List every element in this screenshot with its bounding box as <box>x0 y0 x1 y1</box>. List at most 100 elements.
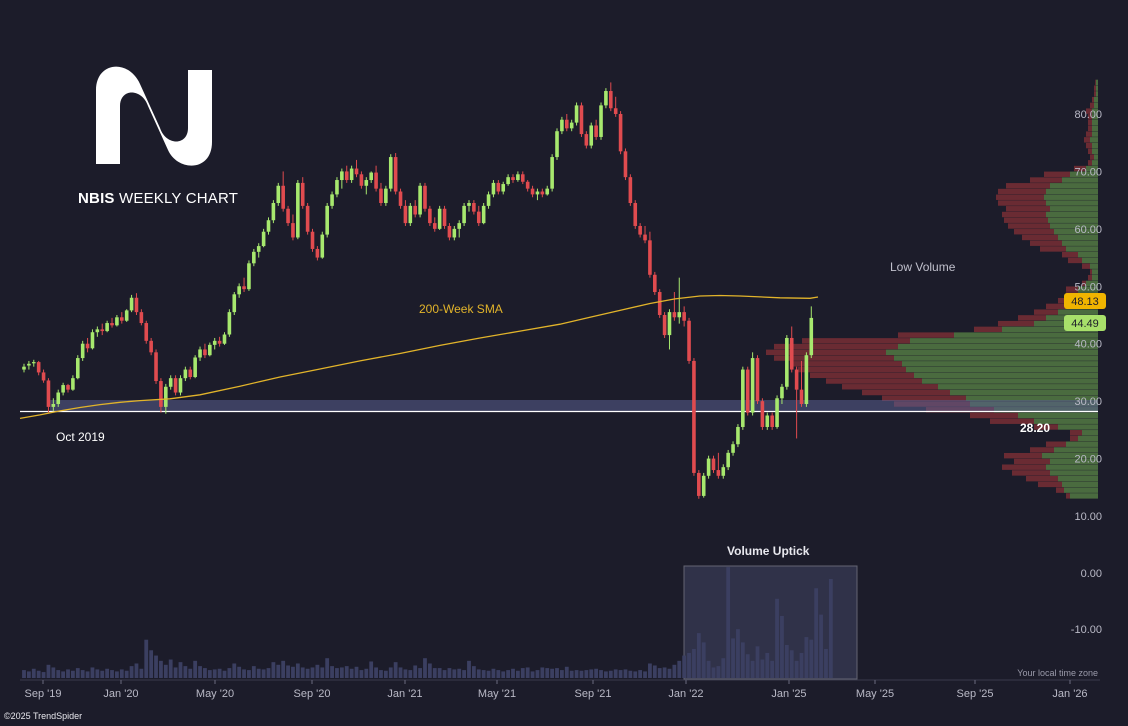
candle-body <box>447 225 452 238</box>
candle-body <box>75 358 80 379</box>
volume-bar <box>648 663 652 678</box>
candle <box>408 203 413 226</box>
volume-bar <box>315 664 320 678</box>
volume-profile-down-bar <box>1066 493 1070 499</box>
candle-body <box>315 248 320 258</box>
volume-bar <box>760 659 765 678</box>
volume-bar <box>183 666 188 678</box>
volume-profile-up-bar <box>1062 481 1098 488</box>
candle-body <box>330 194 334 206</box>
candle <box>168 375 173 390</box>
time-axis: Sep '19 Jan '20 May '20 Sep '20 Jan '21 May '… <box>20 679 1100 700</box>
volume-profile-up-bar <box>1078 251 1098 258</box>
volume-profile-down-bar <box>1074 165 1086 172</box>
candle-body <box>51 404 56 407</box>
volume-profile-up-bar <box>1078 286 1098 292</box>
volume-bar <box>476 669 481 678</box>
candle <box>775 395 779 429</box>
volume-bar <box>80 670 85 678</box>
candle <box>535 188 540 201</box>
time-tick-label: May '21 <box>478 688 516 700</box>
candle <box>638 223 642 238</box>
candle <box>467 200 471 212</box>
ticker-symbol: NBIS <box>78 190 115 207</box>
time-tick-label: Sep '25 <box>957 688 994 700</box>
candle <box>41 369 46 383</box>
candle <box>447 223 452 241</box>
candle <box>237 283 241 298</box>
candle-body <box>564 119 569 129</box>
candle-body <box>349 168 354 181</box>
volume-profile-up-bar <box>1070 493 1098 499</box>
volume-bar <box>305 668 310 678</box>
candle-body <box>677 312 682 318</box>
candle <box>374 165 378 192</box>
nebius-n-logo-icon <box>92 66 216 175</box>
candle <box>545 185 550 196</box>
volume-bar <box>261 669 266 678</box>
volume-bar <box>266 668 271 678</box>
candle-body <box>320 234 325 258</box>
volume-bar <box>364 668 369 678</box>
candle <box>613 96 618 117</box>
candle-body <box>785 337 789 387</box>
volume-profile-down-bar <box>1082 280 1086 287</box>
volume-profile-up-bar <box>1062 177 1098 183</box>
volume-bar <box>515 670 520 678</box>
volume-bar <box>784 645 789 678</box>
volume-profile-down-bar <box>1088 119 1092 126</box>
volume-bar <box>110 670 114 678</box>
volume-bar <box>692 648 696 678</box>
candle <box>159 378 163 413</box>
candle <box>481 203 486 225</box>
volume-bar <box>652 665 657 678</box>
volume-bar <box>276 664 281 678</box>
candle-body <box>618 113 623 152</box>
volume-profile-up-bar <box>1078 435 1098 442</box>
candle <box>340 168 344 189</box>
candle <box>105 320 109 333</box>
candle <box>66 383 70 393</box>
volume-bar <box>41 672 46 678</box>
volume-bar <box>66 669 70 678</box>
candle-body <box>638 225 642 235</box>
volume-bar <box>75 668 80 678</box>
chart-header: NBIS WEEKLY CHART <box>78 190 238 207</box>
candlesticks <box>22 82 814 499</box>
volume-bar <box>139 668 144 678</box>
volume-bar <box>271 662 276 678</box>
candle-body <box>85 343 90 349</box>
candle-body <box>697 472 701 496</box>
volume-profile-up-bar <box>1018 412 1098 419</box>
volume-profile-up-bar <box>910 338 1098 344</box>
candle <box>291 214 295 241</box>
volume-bar <box>706 660 711 678</box>
price-badge-last-text: 44.49 <box>1071 318 1099 330</box>
candle <box>276 182 281 206</box>
volume-bar <box>589 669 594 678</box>
volume-bar <box>427 663 432 678</box>
volume-bar <box>452 669 457 678</box>
candle <box>242 277 246 293</box>
volume-bar <box>198 666 202 678</box>
candle-body <box>66 385 70 390</box>
candle <box>129 294 134 313</box>
candle <box>516 171 520 182</box>
volume-profile-down-bar <box>774 343 898 350</box>
candle-body <box>667 312 672 336</box>
candle <box>110 317 114 328</box>
candle-body <box>281 185 285 209</box>
volume-profile-down-bar <box>1026 475 1058 482</box>
volume-bar <box>545 668 550 678</box>
candle-body <box>432 223 437 229</box>
volume-bar <box>599 670 603 678</box>
candle <box>80 340 85 361</box>
time-tick-label: Jan '25 <box>771 688 806 700</box>
candle <box>653 271 657 295</box>
volume-bar <box>374 667 378 678</box>
volume-profile-down-bar <box>1030 240 1062 246</box>
candle <box>452 225 457 241</box>
volume-bar <box>775 598 779 678</box>
volume-profile-down-bar <box>1086 108 1092 114</box>
candle-body <box>271 203 276 221</box>
